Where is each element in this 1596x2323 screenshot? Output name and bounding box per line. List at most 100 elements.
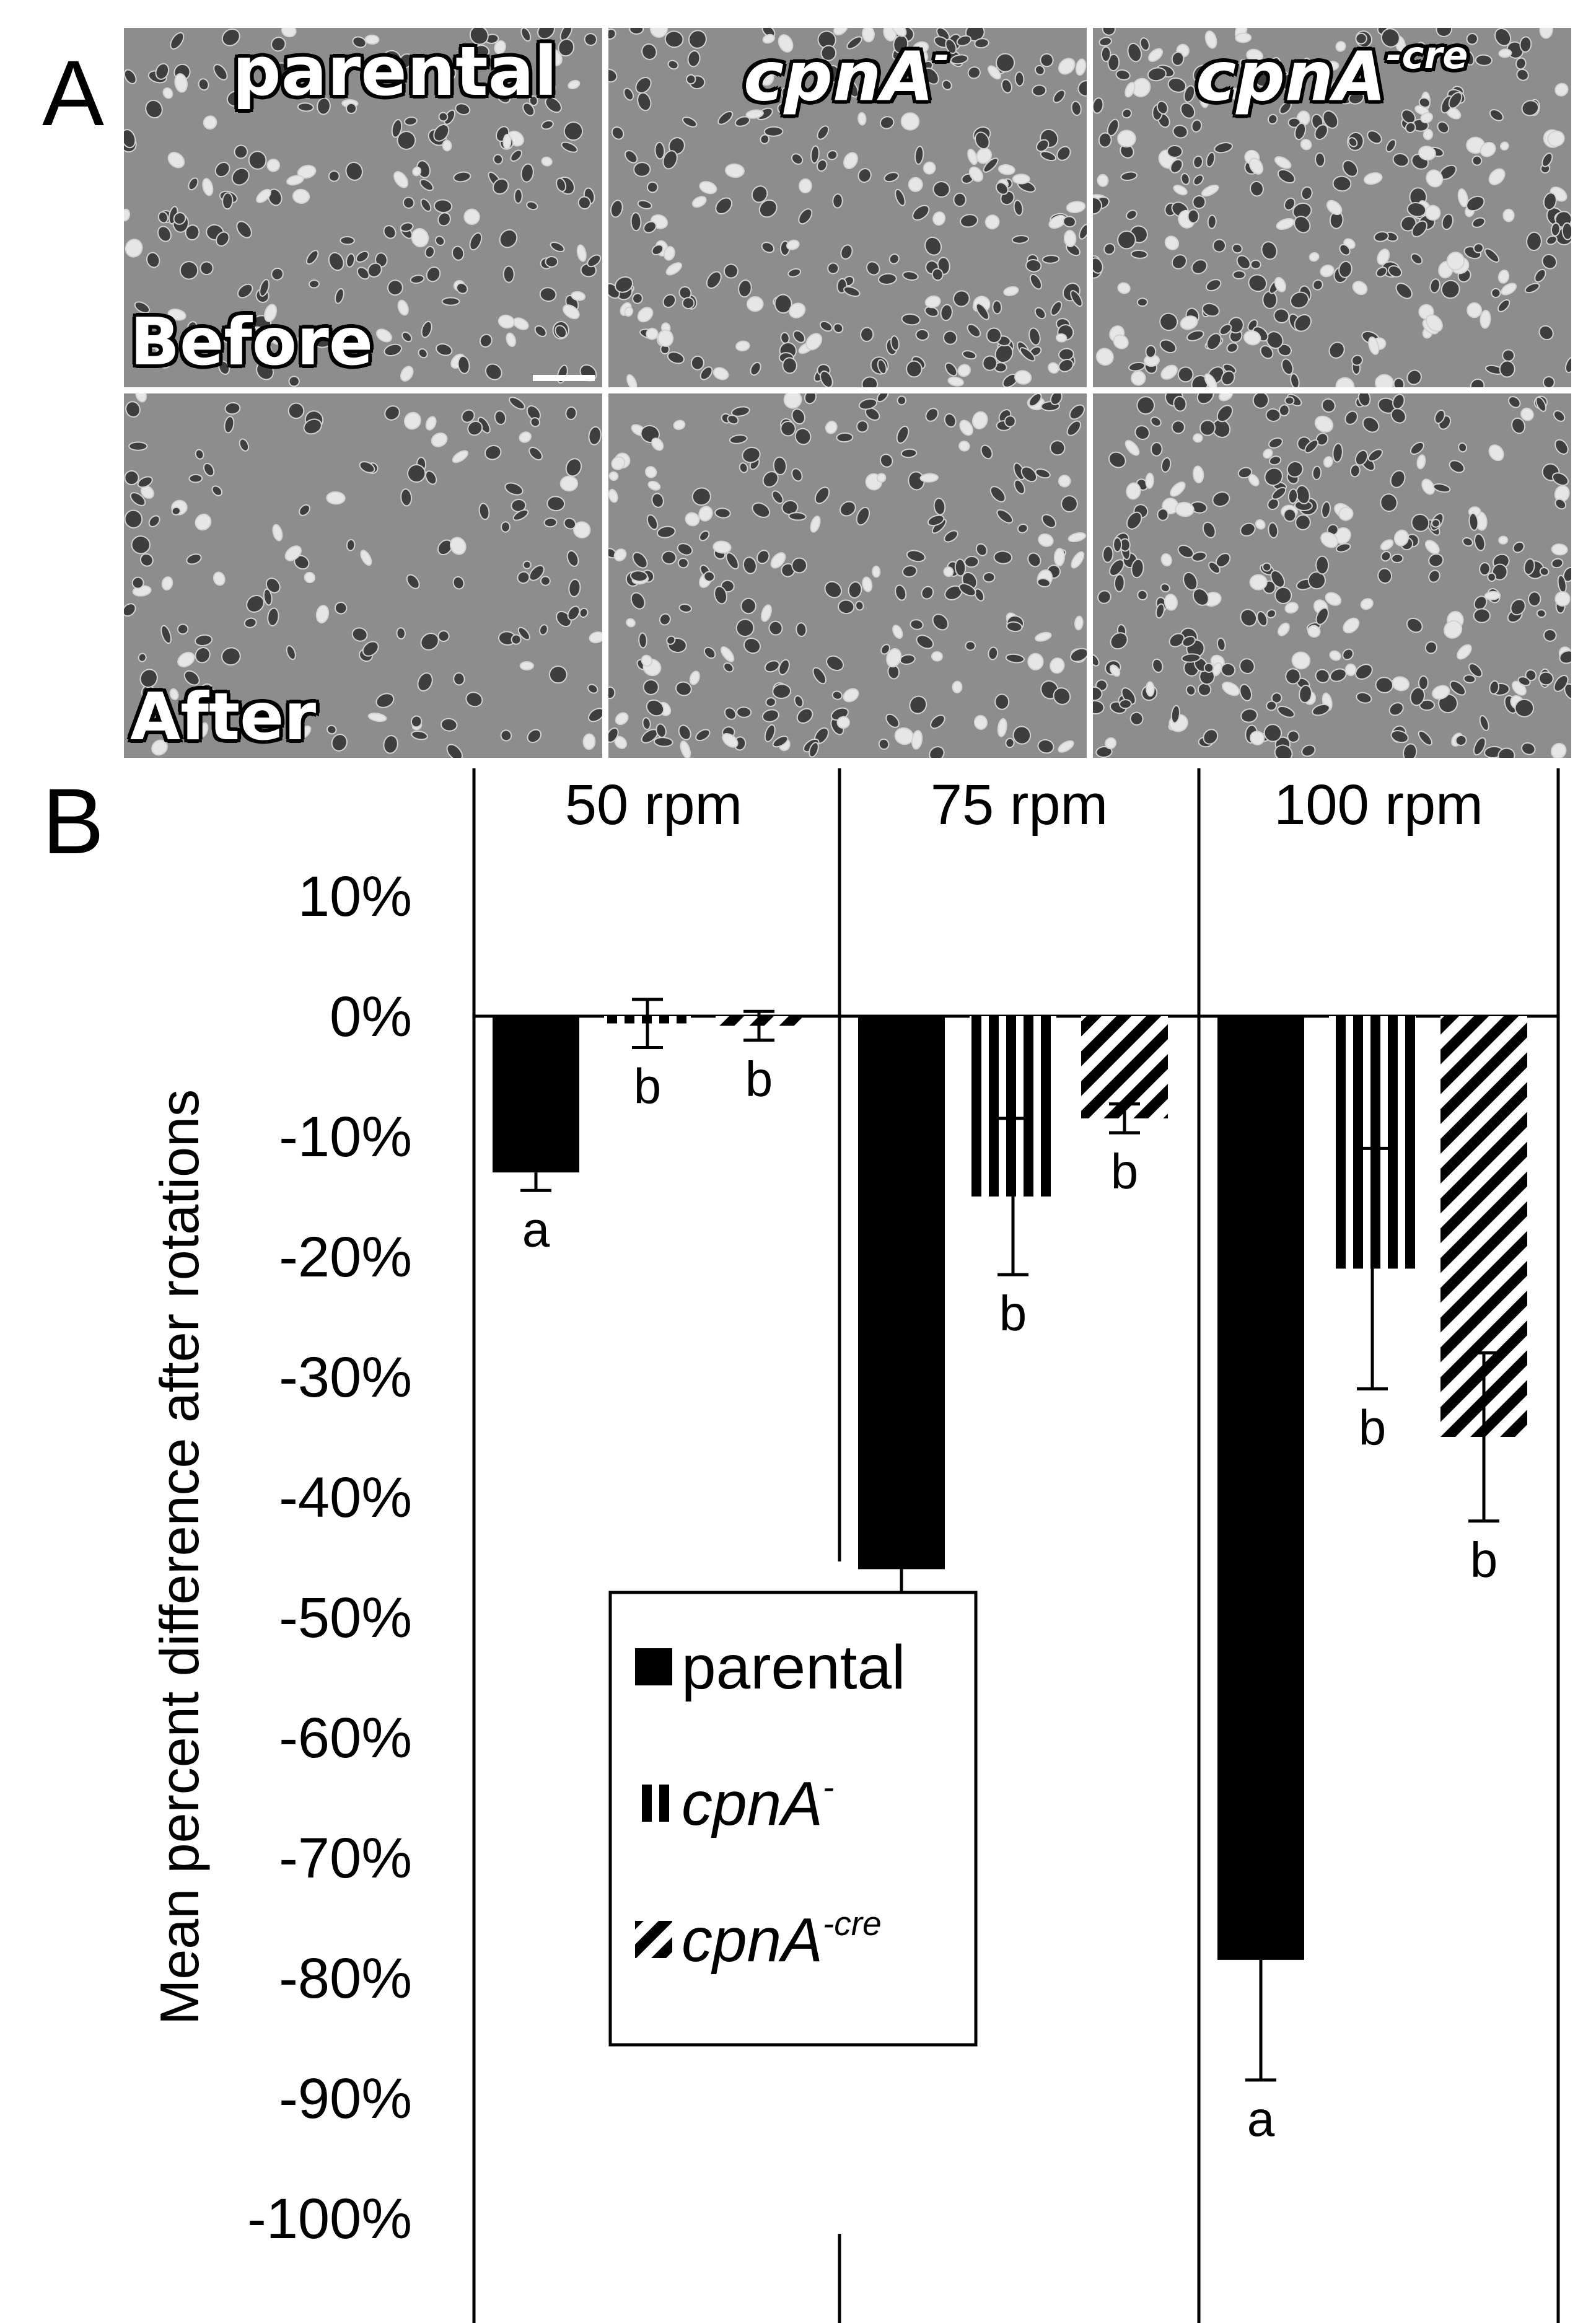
cell (411, 228, 429, 248)
cell (872, 565, 881, 578)
cell (924, 236, 942, 256)
cell (1395, 283, 1413, 299)
cell (256, 188, 271, 203)
cell (1250, 731, 1265, 745)
cell (1367, 449, 1383, 462)
cell (246, 594, 265, 613)
cell (1314, 415, 1334, 433)
cell (1193, 155, 1203, 169)
cell (177, 623, 189, 635)
cell (224, 416, 235, 434)
cell (161, 576, 173, 591)
cell (880, 644, 890, 655)
cell (1406, 369, 1422, 385)
cell (1071, 551, 1085, 569)
cell (198, 722, 209, 738)
cell (885, 713, 900, 728)
cell (510, 84, 522, 95)
cell (975, 543, 988, 556)
cell (406, 574, 420, 589)
cell (770, 64, 781, 76)
cell (747, 296, 764, 312)
cell (906, 550, 926, 563)
cell (221, 28, 240, 46)
cell (1150, 442, 1163, 457)
cell (268, 188, 283, 206)
cell (714, 586, 727, 605)
cell (1216, 405, 1234, 423)
cell (1206, 279, 1222, 292)
cell (1344, 663, 1357, 677)
cell (750, 89, 762, 102)
cell (897, 395, 907, 406)
cell (1301, 744, 1316, 757)
cell (1120, 171, 1138, 182)
cell (840, 244, 853, 260)
cell (1098, 37, 1112, 46)
cell (1063, 230, 1077, 247)
cell (699, 181, 717, 195)
cell (1229, 87, 1246, 101)
cell (1268, 522, 1279, 538)
cell (1410, 253, 1423, 265)
cell (1429, 51, 1439, 64)
cell (125, 401, 141, 418)
cell (561, 141, 578, 153)
cell (761, 604, 772, 622)
cell (177, 652, 195, 667)
micrograph-texture (1093, 393, 1571, 758)
cell (188, 177, 199, 191)
cell (558, 38, 575, 57)
cell (1171, 420, 1185, 434)
cell (1236, 255, 1251, 270)
cell (243, 617, 257, 628)
cell (1543, 192, 1557, 211)
cell (791, 153, 804, 165)
cell (237, 283, 253, 299)
cell (1553, 410, 1566, 422)
cell (1377, 248, 1390, 265)
cell (743, 638, 761, 654)
cell (980, 444, 993, 460)
cell (1320, 265, 1335, 278)
cell (654, 141, 665, 160)
cell (976, 147, 993, 164)
cell (1352, 281, 1368, 296)
cell (576, 244, 587, 262)
cell (858, 398, 878, 410)
cell (986, 327, 1002, 344)
row-label-after: After (130, 679, 317, 755)
cell (1479, 562, 1491, 576)
cell (817, 30, 836, 50)
cell (1192, 195, 1206, 209)
cell (1239, 658, 1255, 674)
cell (962, 350, 977, 360)
cell (1041, 255, 1060, 264)
cell (1001, 79, 1012, 94)
cell (1388, 702, 1404, 716)
cell (467, 420, 483, 436)
cell (1554, 591, 1571, 607)
cell (1489, 680, 1500, 695)
cell (727, 415, 739, 425)
cell (1093, 97, 1104, 114)
cell (1356, 692, 1372, 704)
cell (1261, 241, 1278, 260)
y-tick-label: -90% (279, 2067, 412, 2130)
cell (264, 304, 278, 322)
cell (723, 263, 739, 279)
cell (1360, 598, 1374, 610)
cell (352, 36, 367, 48)
cell (297, 165, 317, 179)
cell (364, 34, 380, 45)
cell (360, 550, 372, 566)
cell (952, 680, 963, 693)
cell (1192, 588, 1209, 606)
cell (1473, 737, 1486, 756)
cell (646, 181, 659, 193)
cell (1095, 348, 1114, 366)
cell (814, 486, 830, 504)
cell (1093, 700, 1105, 715)
cell (1040, 53, 1054, 68)
cell (1126, 482, 1141, 500)
